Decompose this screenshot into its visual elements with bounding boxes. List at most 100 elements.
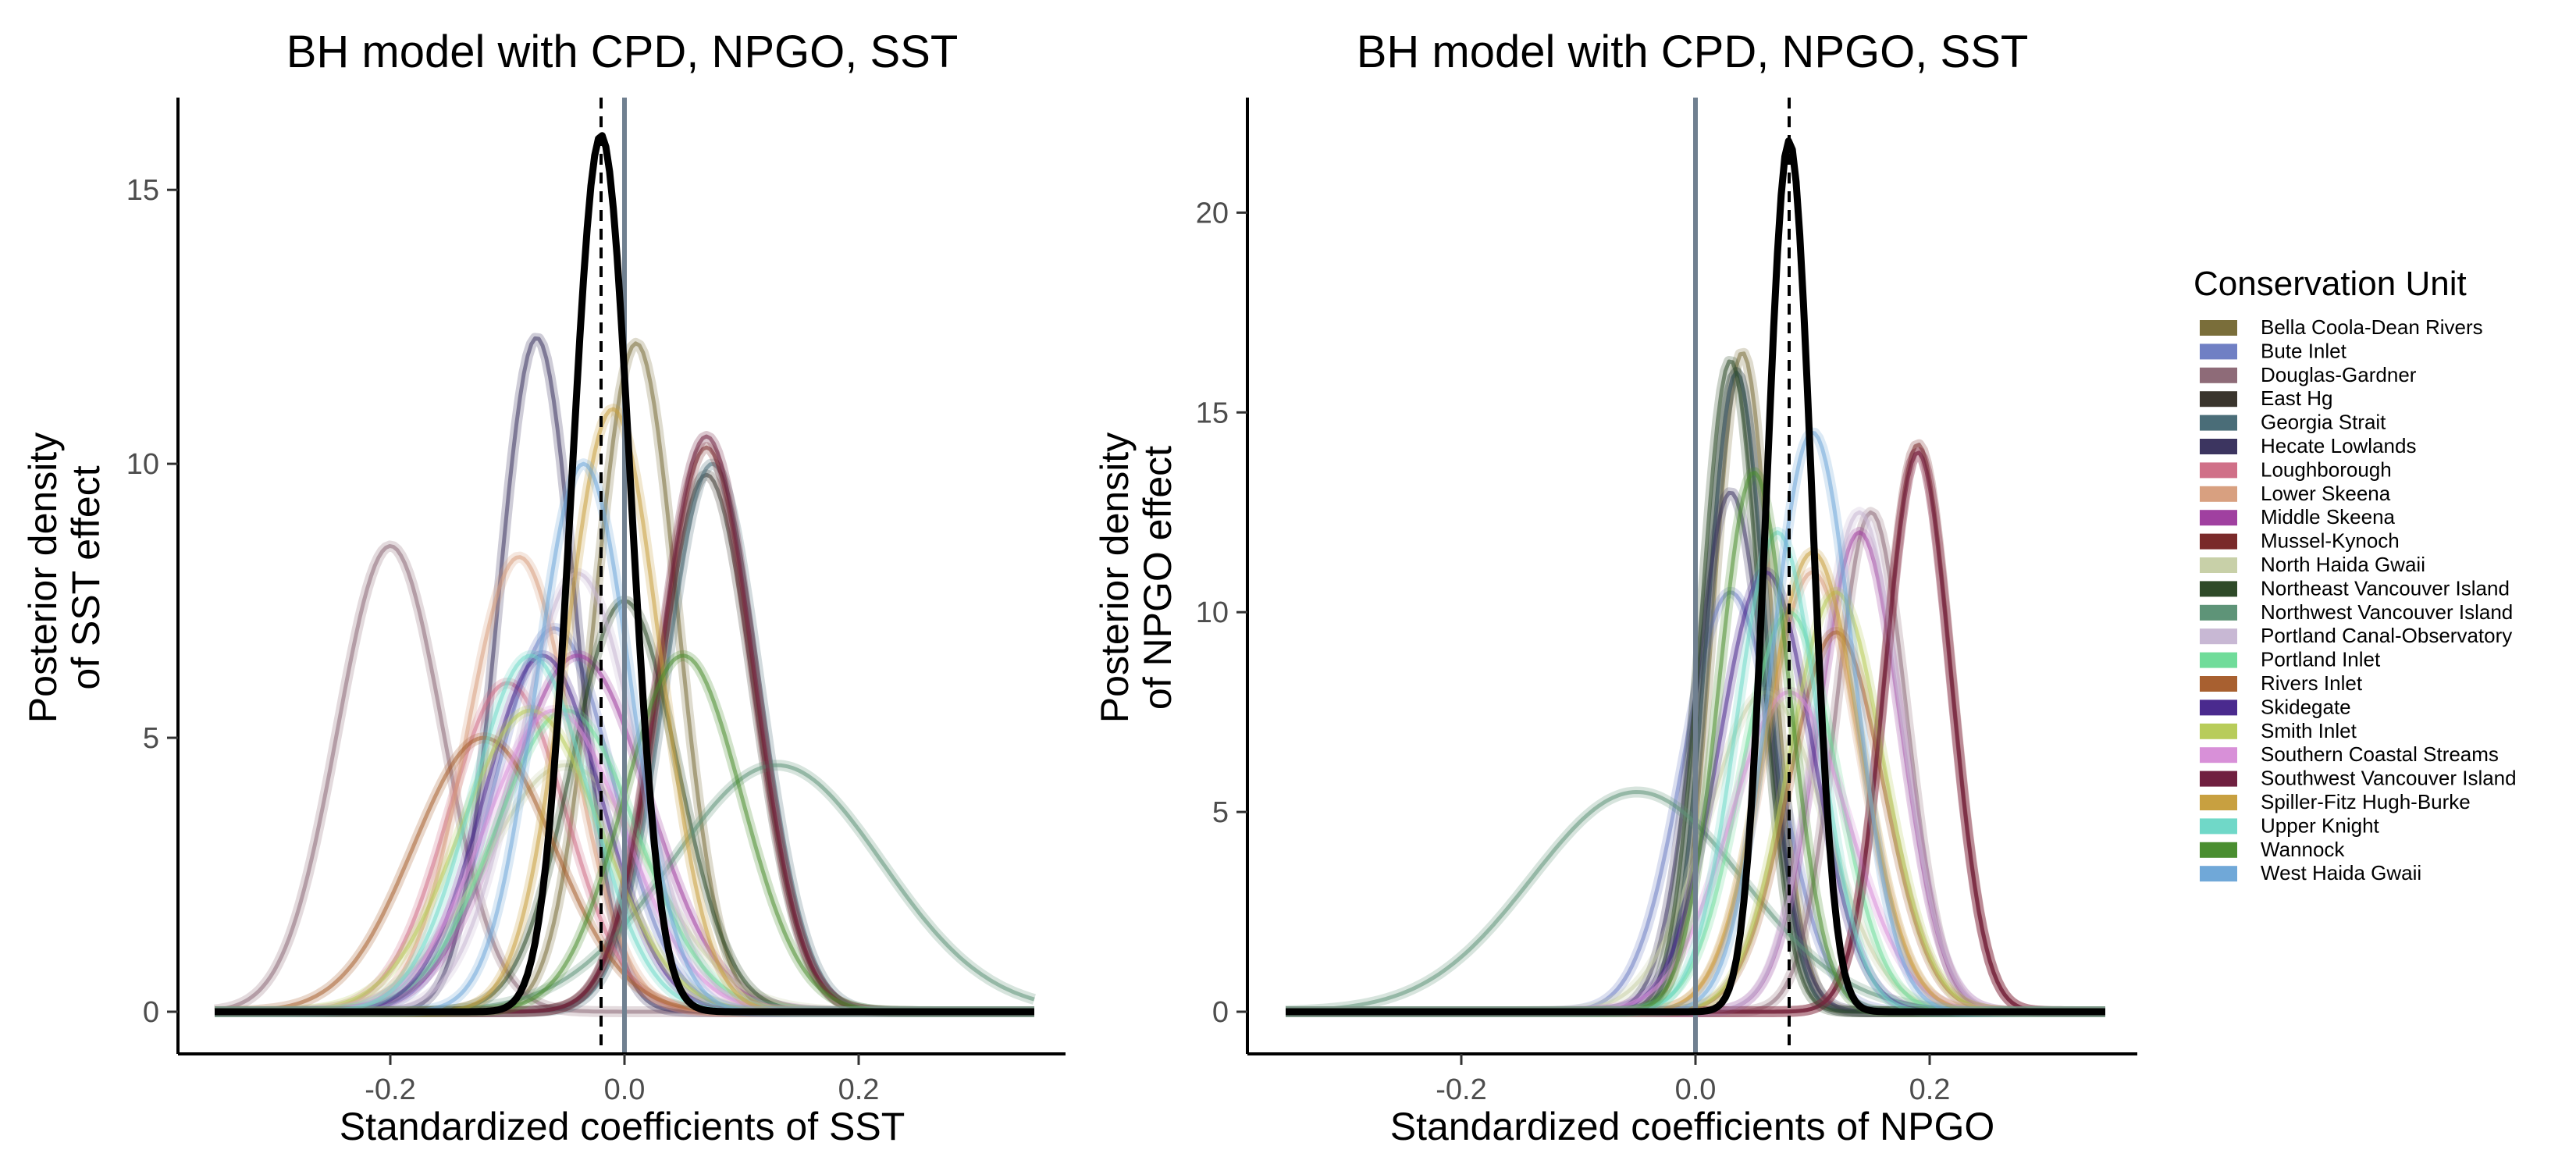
legend-item-north-haida-gwaii: North Haida Gwaii [2200,553,2425,576]
sst-panel-title: BH model with CPD, NPGO, SST [286,27,959,77]
legend-label: Smith Inlet [2261,719,2357,742]
legend-label: Southern Coastal Streams [2261,742,2499,766]
legend-swatch [2200,391,2237,408]
x-tick-label: -0.2 [365,1073,415,1106]
legend-label: Northeast Vancouver Island [2261,576,2510,600]
y-tick-label: 15 [126,174,159,207]
y-tick-label: 10 [126,448,159,481]
legend-label: Wannock [2261,838,2345,861]
legend-label: Southwest Vancouver Island [2261,767,2517,790]
legend-item-douglas-gardner: Douglas-Gardner [2200,363,2417,386]
legend-item-southern-coastal-streams: Southern Coastal Streams [2200,742,2499,766]
legend-label: Douglas-Gardner [2261,363,2417,386]
legend-item-hecate-lowlands: Hecate Lowlands [2200,434,2416,457]
legend-swatch [2200,486,2237,502]
legend-swatch [2200,462,2237,479]
legend-label: Portland Canal-Observatory [2261,624,2512,647]
legend-label: Mussel-Kynoch [2261,529,2400,553]
y-tick-label: 15 [1196,397,1229,429]
legend-label: Middle Skeena [2261,505,2396,529]
legend-item-portland-inlet: Portland Inlet [2200,648,2381,671]
legend: Conservation Unit Bella Coola-Dean River… [2194,265,2517,884]
legend-label: Loughborough [2261,457,2392,481]
legend-item-southwest-vancouver-island: Southwest Vancouver Island [2200,767,2517,790]
legend-label: Hecate Lowlands [2261,434,2416,457]
legend-item-middle-skeena: Middle Skeena [2200,505,2396,529]
npgo-panel-title: BH model with CPD, NPGO, SST [1357,27,2029,77]
legend-swatch [2200,628,2237,645]
legend-label: Bella Coola-Dean Rivers [2261,315,2483,339]
y-axis-label-line: Posterior density [21,432,65,723]
legend-label: Spiller-Fitz Hugh-Burke [2261,790,2471,813]
legend-swatch [2200,439,2237,454]
legend-item-bella-coola-dean-rivers: Bella Coola-Dean Rivers [2200,315,2483,339]
legend-swatch [2200,795,2237,810]
y-tick-label: 0 [143,996,159,1029]
legend-item-mussel-kynoch: Mussel-Kynoch [2200,529,2400,553]
legend-item-smith-inlet: Smith Inlet [2200,719,2357,742]
legend-swatch [2200,866,2237,882]
x-tick-label: 0.2 [1909,1073,1951,1106]
legend-item-wannock: Wannock [2200,838,2345,861]
legend-item-loughborough: Loughborough [2200,457,2392,481]
npgo-panel: BH model with CPD, NPGO, SST 0 5 10 15 20 -0… [1093,27,2137,1148]
y-axis-label-line: of NPGO effect [1136,446,1179,710]
legend-item-skidegate: Skidegate [2200,695,2351,718]
legend-label: Upper Knight [2261,813,2380,837]
legend-item-east-hg: East Hg [2200,386,2333,410]
legend-title: Conservation Unit [2194,265,2467,303]
npgo-x-ticks: -0.2 0.0 0.2 [1436,1054,1950,1106]
y-axis-label-line: of SST effect [64,465,108,689]
npgo-y-ticks: 0 5 10 15 20 [1196,197,1247,1029]
npgo-axes [1246,98,2137,1055]
legend-swatch [2200,581,2237,597]
npgo-y-axis-label: Posterior densityof NPGO effect [1093,432,1179,723]
legend-swatch [2200,343,2237,360]
legend-item-northeast-vancouver-island: Northeast Vancouver Island [2200,576,2510,600]
legend-swatch [2200,652,2237,668]
legend-item-rivers-inlet: Rivers Inlet [2200,671,2363,695]
npgo-x-axis-label: Standardized coefficients of NPGO [1390,1105,1995,1148]
sst-reference-lines [600,98,627,1054]
y-axis-label-line: Posterior density [1093,432,1137,723]
legend-label: Lower Skeena [2261,482,2391,505]
x-tick-label: 0.2 [838,1073,880,1106]
y-tick-label: 20 [1196,197,1229,230]
legend-label: North Haida Gwaii [2261,553,2425,576]
legend-label: Northwest Vancouver Island [2261,600,2513,624]
legend-item-spiller-fitz-hugh-burke: Spiller-Fitz Hugh-Burke [2200,790,2471,813]
overall-density-curve [1286,137,2105,1016]
y-tick-label: 0 [1212,996,1229,1029]
npgo-reference-lines [1693,98,1791,1054]
legend-swatch [2200,510,2237,526]
legend-item-bute-inlet: Bute Inlet [2200,339,2347,362]
legend-swatch [2200,842,2237,858]
legend-swatch [2200,818,2237,835]
legend-label: Rivers Inlet [2261,671,2363,695]
y-tick-label: 10 [1196,596,1229,629]
overall-density-curve [215,132,1034,1016]
y-tick-label: 5 [1212,796,1229,829]
legend-swatch [2200,699,2237,716]
legend-swatch [2200,415,2237,431]
legend-item-upper-knight: Upper Knight [2200,813,2380,837]
npgo-overall-density [1286,137,2105,1016]
sst-x-ticks: -0.2 0.0 0.2 [365,1054,879,1106]
legend-label: Skidegate [2261,695,2351,718]
sst-y-ticks: 0 5 10 15 [126,174,178,1029]
x-tick-label: 0.0 [1675,1073,1717,1106]
legend-swatch [2200,604,2237,621]
legend-label: East Hg [2261,386,2333,410]
legend-item-west-haida-gwaii: West Haida Gwaii [2200,861,2421,884]
legend-item-northwest-vancouver-island: Northwest Vancouver Island [2200,600,2513,624]
legend-label: Portland Inlet [2261,648,2381,671]
legend-swatch [2200,320,2237,336]
y-tick-label: 5 [143,722,159,755]
x-tick-label: -0.2 [1436,1073,1486,1106]
sst-panel: BH model with CPD, NPGO, SST 0 5 10 15 -0.2… [21,27,1066,1148]
legend-swatch [2200,367,2237,383]
legend-label: Georgia Strait [2261,411,2386,434]
legend-swatch [2200,723,2237,739]
